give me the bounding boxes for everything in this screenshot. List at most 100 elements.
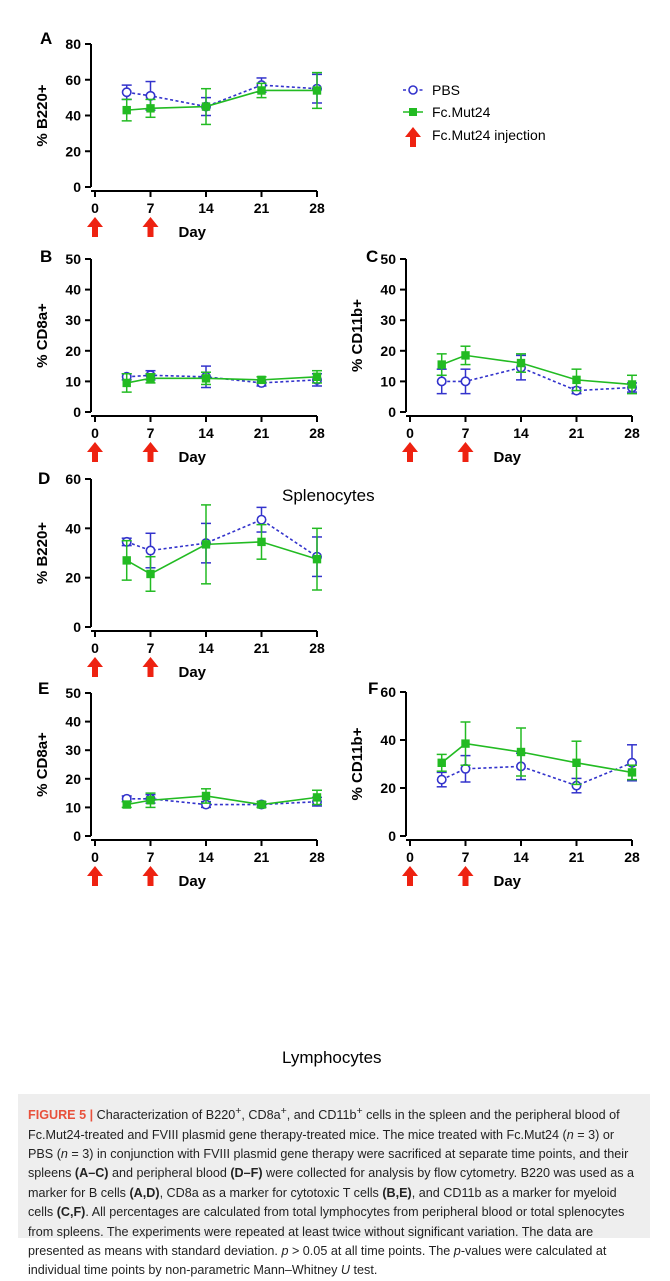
y-tick-label: 50 (380, 251, 396, 267)
legend-pbs-label: PBS (432, 82, 460, 98)
x-tick-label: 7 (147, 200, 155, 216)
panel-B: B 0 10 20 30 40 50 % CD8a+ 0 7 14 21 28 Day (34, 247, 325, 466)
y-tick-label: 40 (65, 108, 81, 124)
data-point (146, 546, 154, 554)
x-tick-label: 14 (513, 849, 529, 865)
x-tick-label: 0 (91, 425, 99, 441)
y-axis-label: % B220+ (34, 84, 51, 146)
data-point (313, 373, 321, 381)
panel-F: F 0 20 40 60 % CD11b+ 0 7 14 21 28 Day (349, 679, 640, 890)
y-tick-label: 40 (380, 732, 396, 748)
x-tick-label: 21 (569, 849, 585, 865)
legend-arrow-label: Fc.Mut24 injection (432, 127, 546, 143)
data-point (572, 376, 580, 384)
data-point (257, 800, 265, 808)
caption-text: , CD8a as a marker for cytotoxic T cells (160, 1186, 383, 1200)
y-tick-label: 60 (65, 72, 81, 88)
injection-arrow-icon (458, 866, 474, 886)
data-point (313, 793, 321, 801)
panel-label: A (40, 29, 52, 48)
panel-label: B (40, 247, 52, 266)
y-tick-label: 50 (65, 685, 81, 701)
y-tick-label: 20 (380, 343, 396, 359)
data-point (123, 88, 131, 96)
caption-italic: U (341, 1263, 350, 1277)
y-tick-label: 20 (65, 143, 81, 159)
splenocytes-label: Splenocytes (282, 486, 375, 506)
legend-mut-label: Fc.Mut24 (432, 104, 491, 120)
y-tick-label: 10 (65, 373, 81, 389)
data-point (313, 555, 321, 563)
x-axis-label: Day (178, 664, 206, 681)
data-point (461, 351, 469, 359)
x-tick-label: 7 (147, 640, 155, 656)
caption-text: and peripheral blood (109, 1166, 231, 1180)
x-tick-label: 0 (91, 640, 99, 656)
x-tick-label: 7 (147, 425, 155, 441)
injection-arrow-icon (402, 442, 418, 462)
data-point (628, 768, 636, 776)
data-point (123, 556, 131, 564)
data-point (257, 516, 265, 524)
x-tick-label: 28 (309, 425, 325, 441)
caption-text: test. (350, 1263, 377, 1277)
injection-arrow-icon (143, 442, 159, 462)
y-tick-label: 30 (65, 312, 81, 328)
injection-arrow-icon (143, 866, 159, 886)
x-tick-label: 7 (462, 849, 470, 865)
x-tick-label: 21 (569, 425, 585, 441)
x-tick-label: 7 (147, 849, 155, 865)
x-tick-label: 28 (309, 849, 325, 865)
data-point (146, 796, 154, 804)
y-axis-label: % CD8a+ (34, 303, 51, 368)
x-axis-label: Day (178, 873, 206, 890)
injection-arrow-icon (87, 866, 103, 886)
caption-bold: (D–F) (230, 1166, 262, 1180)
legend-pbs-marker (409, 86, 417, 94)
series-pbs (122, 507, 322, 576)
data-point (202, 792, 210, 800)
x-tick-label: 21 (254, 425, 270, 441)
data-point (438, 759, 446, 767)
data-point (257, 86, 265, 94)
legend-mut-marker (409, 108, 417, 116)
caption-bold: (C,F) (57, 1205, 86, 1219)
y-tick-label: 30 (65, 742, 81, 758)
y-tick-label: 10 (380, 373, 396, 389)
y-axis-label: % CD8a+ (34, 732, 51, 797)
injection-arrow-icon (87, 217, 103, 237)
caption-bold: (A,D) (129, 1186, 159, 1200)
x-tick-label: 28 (309, 640, 325, 656)
x-axis-label: Day (493, 449, 521, 466)
injection-arrow-icon (87, 657, 103, 677)
data-point (438, 775, 446, 783)
data-point (517, 359, 525, 367)
injection-arrow-icon (143, 657, 159, 677)
panel-A: A 0 20 40 60 80 % B220+ 0 7 14 21 28 Day (34, 29, 325, 241)
y-tick-label: 0 (73, 619, 81, 635)
caption-figure-label: FIGURE 5 | (28, 1108, 93, 1122)
data-point (123, 106, 131, 114)
caption-italic: n (567, 1128, 574, 1142)
y-tick-label: 50 (65, 251, 81, 267)
y-axis-label: % CD11b+ (349, 299, 366, 372)
y-tick-label: 0 (73, 404, 81, 420)
lymphocytes-label: Lymphocytes (282, 1048, 382, 1068)
x-tick-label: 28 (309, 200, 325, 216)
y-tick-label: 10 (65, 799, 81, 815)
series-line (442, 368, 632, 391)
x-axis-label: Day (178, 224, 206, 241)
x-tick-label: 0 (406, 849, 414, 865)
caption-bold: (B,E) (382, 1186, 411, 1200)
y-tick-label: 0 (73, 828, 81, 844)
data-point (461, 377, 469, 385)
panel-C: C01020304050% CD11b+0 7 14 21 28Day (349, 247, 640, 466)
y-tick-label: 20 (380, 780, 396, 796)
injection-arrow-icon (458, 442, 474, 462)
data-point (572, 759, 580, 767)
data-point (257, 538, 265, 546)
series-line (127, 542, 317, 574)
x-tick-label: 21 (254, 849, 270, 865)
data-point (438, 377, 446, 385)
y-tick-label: 0 (388, 828, 396, 844)
